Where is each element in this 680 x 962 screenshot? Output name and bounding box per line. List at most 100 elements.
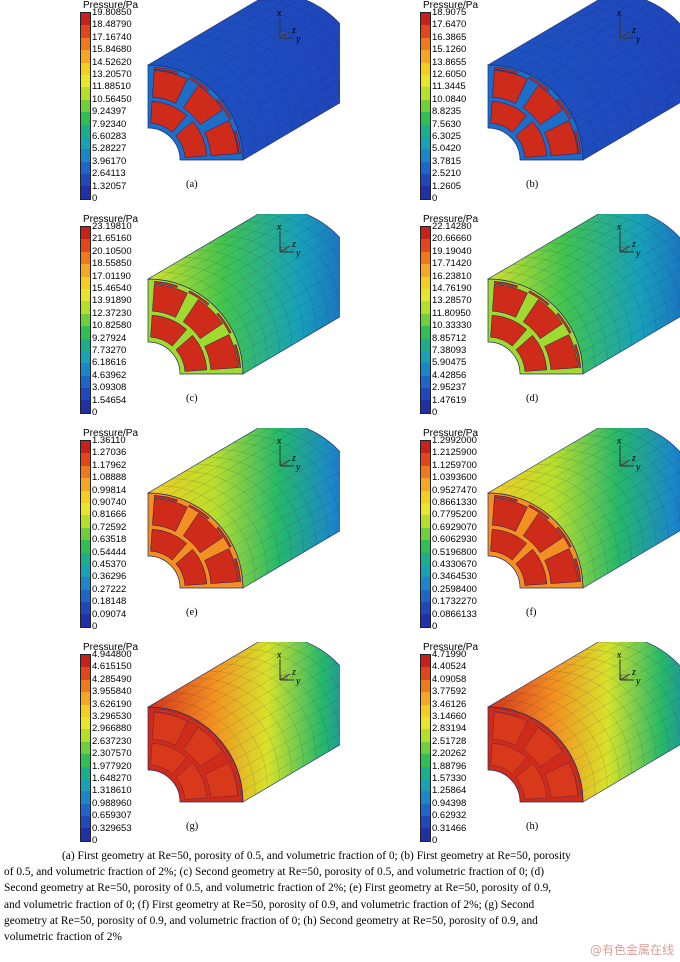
colorbar (80, 12, 91, 200)
colorbar-band (81, 264, 90, 277)
caption-line: (a) First geometry at Re=50, porosity of… (62, 850, 571, 862)
colorbar-band (81, 186, 90, 199)
colorbar-band (421, 99, 430, 113)
colorbar-band (421, 74, 430, 88)
colorbar-band (421, 803, 430, 817)
porous-block (528, 718, 550, 734)
colorbar-band (81, 465, 90, 479)
porous-block (490, 742, 528, 775)
colorbar-band (421, 490, 430, 503)
porous-block (528, 290, 550, 306)
axes-triad: x yz (616, 436, 641, 472)
porous-block (233, 772, 242, 796)
colorbar-band (421, 754, 430, 767)
colorbar-band (81, 589, 90, 603)
colorbar-band (421, 288, 430, 302)
colorbar-band (421, 251, 430, 265)
porous-block (154, 708, 178, 717)
colorbar-band (421, 186, 430, 199)
colorbar-band (421, 25, 430, 38)
colorbar-band (81, 679, 90, 693)
colorbar-band (81, 729, 90, 742)
porous-block (556, 98, 572, 120)
colorbar-band (81, 251, 90, 265)
porous-block (216, 740, 232, 762)
porous-block (204, 762, 239, 798)
panel-label: (c) (186, 393, 198, 404)
porous-block (515, 120, 548, 158)
colorbar-band (81, 74, 90, 88)
porous-block (152, 711, 188, 746)
axis-z-label: z (291, 239, 296, 250)
axes-triad: x yz (276, 222, 301, 258)
colorbar-band (421, 37, 430, 51)
axis-x-label: x (616, 8, 622, 19)
porous-block (556, 312, 572, 334)
pressure-panel-a: Pressure/Pa 19.80850 18.48790 17.16740 15.84… (0, 0, 340, 214)
colorbar-band (81, 527, 90, 541)
colorbar-band (81, 136, 90, 150)
colorbar-band (81, 62, 90, 75)
colorbar-band (81, 515, 90, 528)
colorbar-band (81, 227, 90, 240)
colorbar-band (421, 174, 430, 187)
legend-title: Pressure/Pa (83, 214, 139, 225)
porous-block (188, 76, 210, 92)
colorbar-band (421, 791, 430, 804)
porous-block (150, 314, 188, 347)
porous-block (152, 283, 188, 318)
colorbar-band (421, 515, 430, 528)
axes-triad: x yz (276, 8, 301, 44)
porous-block (233, 558, 242, 582)
porous-block (515, 334, 548, 372)
colorbar-band (81, 441, 90, 454)
colorbar-band (81, 326, 90, 339)
colorbar-band (81, 778, 90, 792)
porous-block (188, 718, 210, 734)
colorbar-band (81, 766, 90, 779)
colorbar-band (81, 754, 90, 767)
panel-label: (e) (186, 607, 198, 618)
colorbar-band (421, 301, 430, 314)
legend-title: Pressure/Pa (83, 0, 139, 11)
axis-x-label: x (276, 436, 282, 447)
porous-block (490, 314, 528, 347)
axis-x-label: x (616, 222, 622, 233)
axis-z-label: z (291, 453, 296, 464)
colorbar-band (421, 136, 430, 150)
porous-block (515, 762, 548, 800)
porous-block (154, 494, 178, 503)
colorbar-band (421, 62, 430, 75)
porous-block (544, 334, 579, 370)
panel-label: (b) (526, 179, 539, 190)
porous-block (150, 742, 188, 775)
colorbar-band (421, 552, 430, 565)
colorbar-band (81, 692, 90, 705)
panel-label: (g) (186, 821, 199, 832)
colorbar-band (81, 502, 90, 516)
colorbar (80, 226, 91, 414)
porous-block (175, 762, 208, 800)
porous-block (492, 711, 528, 746)
porous-block (515, 548, 548, 586)
porous-block (494, 708, 518, 717)
colorbar-band (421, 540, 430, 553)
axes-triad: x yz (616, 650, 641, 686)
pressure-contour-render (486, 428, 680, 589)
colorbar-band (81, 375, 90, 389)
panel-label: (f) (526, 607, 537, 618)
colorbar-band (81, 239, 90, 252)
caption-line: Second geometry at Re=50, porosity of 0.… (4, 882, 552, 895)
porous-block (216, 312, 232, 334)
porous-block (494, 280, 518, 289)
colorbar-band (421, 655, 430, 668)
colorbar-band (421, 602, 430, 615)
porous-block (490, 528, 528, 561)
porous-block (573, 558, 582, 582)
colorbar-band (421, 614, 430, 627)
colorbar-band (81, 276, 90, 289)
colorbar-band (421, 704, 430, 717)
porous-block (233, 130, 242, 154)
porous-block (150, 528, 188, 561)
porous-block (544, 120, 579, 156)
